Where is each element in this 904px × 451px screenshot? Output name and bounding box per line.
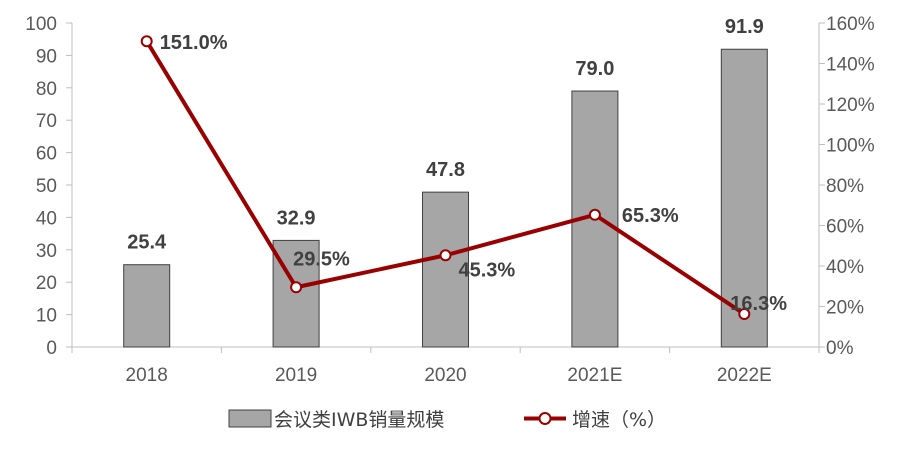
x-axis-tick-label: 2018: [126, 365, 168, 386]
right-axis-tick-label: 100%: [826, 136, 875, 157]
bars-layer: [123, 48, 768, 348]
right-axis-tick-label: 80%: [826, 176, 864, 197]
right-axis-tick-label: 40%: [826, 257, 864, 278]
bar-value-label: 25.4: [127, 232, 167, 254]
legend-label-bars: 会议类IWB销量规模: [274, 409, 444, 431]
right-axis-tick-label: 160%: [826, 14, 875, 35]
right-axis-tick-label: 0%: [826, 338, 854, 359]
bar: [720, 48, 768, 348]
bar: [123, 264, 171, 348]
left-axis-tick-label: 50: [36, 176, 57, 197]
left-axis-tick-label: 10: [36, 306, 57, 327]
growth-point: [439, 249, 452, 262]
left-axis-tick-label: 90: [36, 46, 57, 67]
growth-value-label: 29.5%: [293, 248, 350, 270]
legend-label-line: 增速（%）: [572, 409, 666, 431]
left-axis-tick-label: 60: [36, 144, 57, 165]
x-axis-tick-label: 2022E: [717, 365, 772, 386]
data-labels-layer: 25.4 32.9 47.8 79.0 91.9 151.0% 29.5% 45.3% 65.3…: [127, 16, 787, 315]
x-axis-tick-label: 2021E: [567, 365, 622, 386]
legend: 会议类IWB销量规模 增速（%）: [228, 409, 666, 431]
right-axis-tick-label: 20%: [826, 298, 864, 319]
growth-point: [738, 307, 751, 320]
left-axis-tick-label: 0: [46, 338, 57, 359]
right-axis-tick-label: 60%: [826, 217, 864, 238]
left-axis-tick-label: 80: [36, 79, 57, 100]
growth-point: [588, 208, 601, 221]
bar: [422, 191, 469, 348]
growth-point: [140, 35, 153, 48]
growth-value-label: 16.3%: [730, 293, 787, 315]
growth-point: [290, 281, 303, 294]
right-axis-tick-label: 140%: [826, 55, 875, 76]
left-axis-tick-label: 70: [36, 111, 57, 132]
bar-value-label: 47.8: [426, 159, 465, 181]
x-axis-tick-label: 2019: [275, 365, 317, 386]
axes-layer: 0 10 20 30 40 50 60 70 80 90 100 0% 20% 40% 60% 80% 100%…: [25, 14, 874, 386]
legend-bar-swatch: [228, 409, 272, 428]
left-axis-tick-label: 30: [36, 241, 57, 262]
left-axis-tick-label: 20: [36, 273, 57, 294]
bar-value-label: 79.0: [575, 58, 614, 80]
growth-value-label: 65.3%: [622, 205, 679, 227]
bar-value-label: 32.9: [277, 207, 316, 229]
legend-line-marker-icon: [538, 412, 552, 425]
bar-value-label: 91.9: [725, 16, 764, 38]
left-axis-tick-label: 40: [36, 208, 57, 229]
growth-value-label: 151.0%: [160, 32, 228, 54]
right-axis-tick-label: 120%: [826, 95, 875, 116]
x-axis-tick-label: 2020: [424, 365, 466, 386]
left-axis-tick-label: 100: [25, 14, 57, 35]
line-layer: [140, 35, 751, 320]
growth-value-label: 45.3%: [459, 259, 516, 281]
